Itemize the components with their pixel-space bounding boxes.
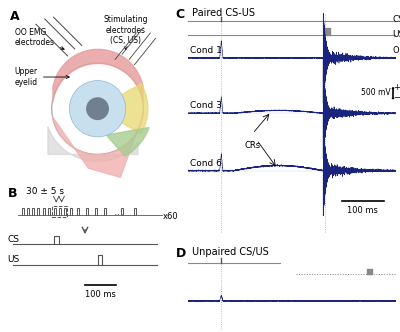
Text: +: + (394, 83, 400, 92)
Text: −: − (394, 93, 400, 102)
Text: Paired CS-US: Paired CS-US (192, 8, 255, 18)
Text: 100 ms: 100 ms (85, 290, 116, 299)
Text: Unpaired CS/US: Unpaired CS/US (192, 247, 269, 257)
Text: CS: CS (8, 235, 20, 244)
Circle shape (52, 63, 143, 154)
Text: D: D (176, 247, 186, 260)
Text: ...: ... (114, 207, 125, 217)
Text: 500 mV: 500 mV (361, 88, 391, 97)
Text: Cond 6: Cond 6 (190, 159, 222, 168)
Text: US: US (8, 255, 20, 264)
Text: B: B (8, 187, 17, 201)
Text: x60: x60 (162, 212, 178, 221)
Text: C: C (176, 8, 185, 21)
Text: OO EMG: OO EMG (393, 46, 400, 55)
Text: Upper
eyelid: Upper eyelid (15, 67, 69, 87)
Text: Stimulating
electrodes
(CS, US): Stimulating electrodes (CS, US) (104, 15, 148, 50)
Polygon shape (106, 127, 149, 156)
Text: A: A (10, 10, 19, 23)
Text: CRs: CRs (244, 141, 260, 150)
Polygon shape (48, 127, 138, 161)
Text: US: US (393, 30, 400, 39)
Text: CS: CS (393, 16, 400, 25)
Text: Cond 3: Cond 3 (190, 101, 222, 110)
Text: Cond 1: Cond 1 (190, 46, 222, 55)
Circle shape (86, 97, 109, 120)
Text: OO EMG
electrodes: OO EMG electrodes (15, 28, 64, 49)
Text: 100 ms: 100 ms (347, 207, 378, 215)
Circle shape (69, 81, 126, 137)
Polygon shape (98, 84, 148, 134)
Polygon shape (52, 117, 142, 177)
Text: 30 ± 5 s: 30 ± 5 s (26, 187, 64, 197)
